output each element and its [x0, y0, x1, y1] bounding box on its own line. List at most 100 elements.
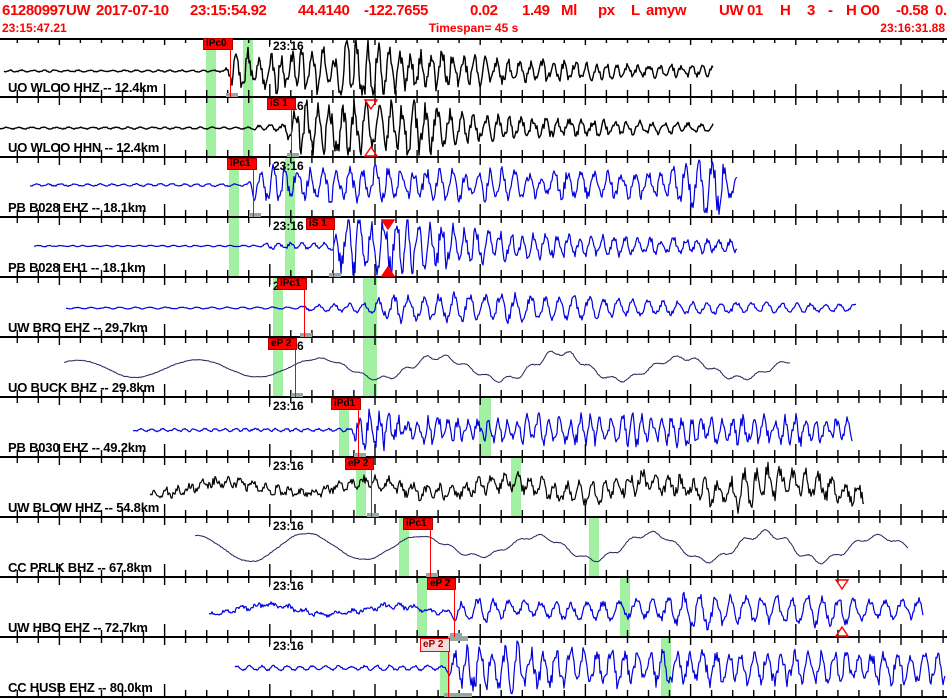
minute-label: 23:16: [273, 519, 304, 533]
pick-line[interactable]: [230, 50, 231, 97]
phase-window-highlight: [620, 578, 630, 636]
trace-waveform: [149, 461, 865, 514]
header-field: px: [598, 2, 615, 19]
pick-flag[interactable]: eP 2: [427, 578, 456, 590]
phase-window-highlight: [273, 278, 283, 336]
phase-window-highlight: [285, 158, 295, 216]
waveform[interactable]: [0, 278, 947, 338]
pick-line[interactable]: [454, 590, 455, 637]
coda-duration-marker: [287, 153, 299, 157]
window-end-time: 23:16:31.88: [880, 21, 945, 35]
trace-row-b028[interactable]: 23:16 iPc1 PB B028 EHZ -- 18.1km: [0, 158, 947, 218]
minute-label: 23:16: [273, 579, 304, 593]
phase-window-highlight: [273, 338, 283, 396]
waveform[interactable]: [0, 518, 947, 578]
waveform[interactable]: [0, 218, 947, 278]
pick-flag[interactable]: iPc1: [227, 158, 257, 170]
minute-label: 23:16: [273, 39, 304, 53]
trace-row-wloo[interactable]: 23:16 iPc0 UO WLOO HHZ -- 12.4km: [0, 38, 947, 98]
trace-row-prlk[interactable]: 23:16 iPc1 CC PRLK BHZ -- 67.8km: [0, 518, 947, 578]
pick-flag[interactable]: eP 2: [345, 458, 374, 470]
pick-triangle-marker: [363, 99, 379, 111]
phase-window-highlight: [243, 38, 253, 96]
waveform[interactable]: [0, 158, 947, 218]
phase-window-highlight: [399, 518, 409, 576]
header-field: -122.7655: [364, 2, 428, 19]
header-field: UW: [66, 2, 91, 19]
waveform[interactable]: [0, 398, 947, 458]
trace-waveform: [63, 350, 791, 383]
pick-line[interactable]: [253, 170, 254, 217]
minute-tick: [269, 398, 270, 407]
header-field: H O0: [846, 2, 880, 19]
header-field: -: [828, 2, 833, 19]
pick-line[interactable]: [371, 470, 372, 517]
pick-triangle-marker: [380, 219, 396, 231]
pick-line[interactable]: [430, 530, 431, 577]
window-start-time: 23:15:47.21: [2, 21, 67, 35]
pick-line[interactable]: [295, 350, 296, 397]
coda-duration-marker: [291, 393, 303, 397]
trace-label: UW BRO EHZ -- 29.7km: [8, 320, 148, 335]
pick-triangle-marker: [380, 265, 396, 277]
pick-flag[interactable]: iPc1: [403, 518, 433, 530]
trace-label: UO WLOO HHN -- 12.4km: [8, 140, 160, 155]
trace-row-blow[interactable]: 23:16 eP 2 UW BLOW HHZ -- 54.8km: [0, 458, 947, 518]
trace-waveform: [3, 39, 714, 96]
pick-flag[interactable]: eP 2: [268, 338, 297, 350]
phase-window-highlight: [339, 398, 349, 456]
header-field: 0.02: [470, 2, 498, 19]
coda-duration-marker: [448, 636, 468, 641]
pick-flag[interactable]: eP 2: [420, 638, 450, 652]
header-field: 23:15:54.92: [190, 2, 267, 19]
minute-label: 23:16: [273, 219, 304, 233]
trace-row-husb[interactable]: 23:16 eP 2 CC HUSB EHZ -- 80.0km: [0, 636, 947, 698]
phase-window-highlight: [229, 158, 239, 216]
minute-label: 23:16: [273, 159, 304, 173]
pick-flag[interactable]: iS 1: [267, 98, 296, 110]
minute-tick: [269, 638, 270, 647]
trace-row-b030[interactable]: 23:16 iPd1 PB B030 EHZ -- 49.2km: [0, 398, 947, 458]
phase-window-highlight: [589, 518, 599, 576]
coda-duration-marker: [226, 93, 238, 97]
coda-duration-marker: [426, 573, 438, 577]
trace-label: PB B028 EHZ -- 18.1km: [8, 200, 147, 215]
pick-line[interactable]: [304, 290, 305, 337]
header-field: 1.49: [522, 2, 550, 19]
trace-row-b028[interactable]: 23:16 iS 1 PB B028 EH1 -- 18.1km: [0, 218, 947, 278]
waveform[interactable]: [0, 38, 947, 98]
timespan-label: Timespan= 45 s: [428, 21, 519, 35]
coda-duration-marker: [300, 333, 312, 337]
pick-flag[interactable]: iPc1: [277, 278, 307, 290]
trace-row-hbo[interactable]: 23:16 eP 2 UW HBO EHZ -- 72.7km: [0, 578, 947, 638]
waveform[interactable]: [0, 458, 947, 518]
pick-flag[interactable]: iPd1: [331, 398, 361, 410]
event-header: 61280997 UW 2017-07-10 23:15:54.92 44.4140 -1…: [0, 0, 947, 22]
pick-line[interactable]: [448, 652, 449, 697]
header-field: Ml: [561, 2, 577, 19]
pick-line[interactable]: [358, 410, 359, 457]
minute-tick: [269, 158, 270, 167]
minute-tick: [269, 278, 270, 287]
pick-line[interactable]: [291, 110, 292, 157]
trace-label: UW HBO EHZ -- 72.7km: [8, 620, 148, 635]
trace-label: CC HUSB EHZ -- 80.0km: [8, 680, 153, 695]
header-field: L: [631, 2, 640, 19]
pick-flag[interactable]: iPc0: [203, 38, 233, 50]
coda-duration-marker: [354, 453, 366, 457]
coda-duration-marker: [329, 273, 341, 277]
header-field: amyw: [646, 2, 687, 19]
time-window-header: 23:15:47.21 Timespan= 45 s 23:16:31.88: [0, 21, 947, 37]
phase-window-highlight: [285, 218, 295, 276]
phase-window-highlight: [511, 458, 521, 516]
trace-waveform: [132, 408, 853, 452]
waveform[interactable]: [0, 338, 947, 398]
trace-row-bro[interactable]: 23:16iPc1UW BRO EHZ -- 29.7km: [0, 278, 947, 338]
pick-flag[interactable]: iS 1: [306, 218, 335, 230]
waveform[interactable]: [0, 98, 947, 158]
pick-line[interactable]: [333, 230, 334, 277]
